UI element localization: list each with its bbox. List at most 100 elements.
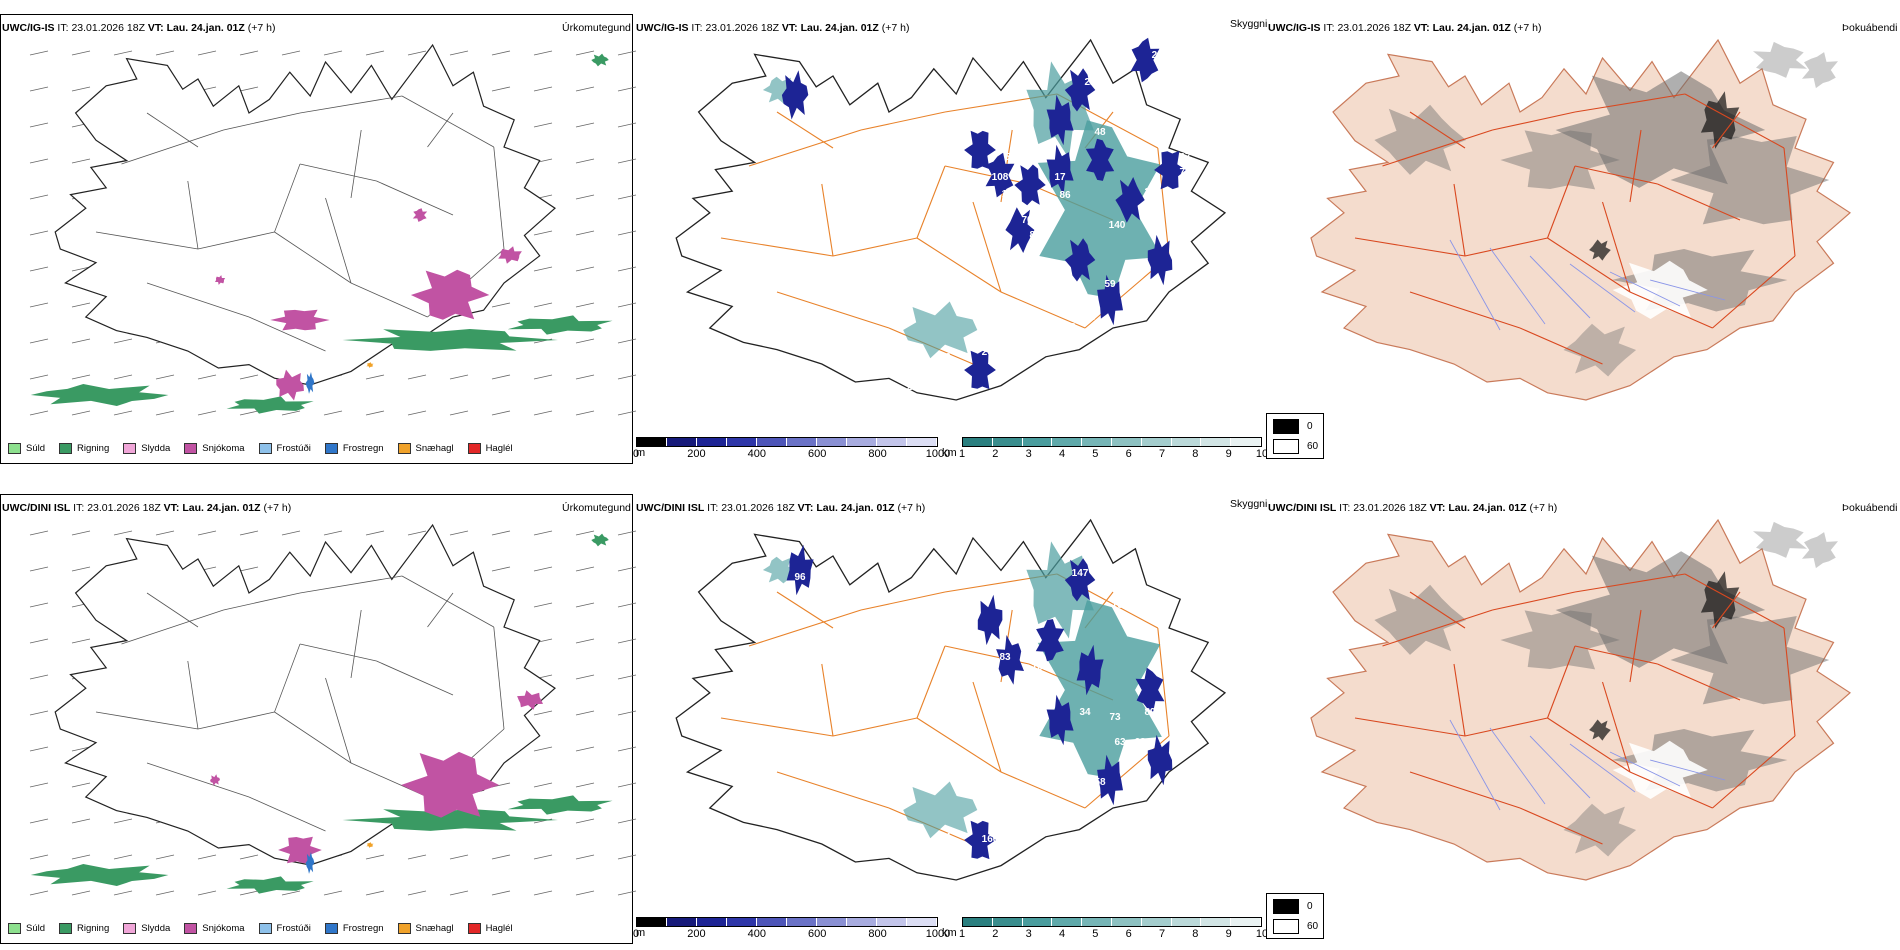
wind-barb xyxy=(323,530,343,536)
cloud-title: Þokuábendi xyxy=(1842,502,1898,514)
road xyxy=(146,282,250,318)
road xyxy=(1519,807,1603,845)
wind-barb xyxy=(533,710,553,716)
wind-barb xyxy=(239,50,259,56)
road xyxy=(1684,573,1785,629)
freezing-rain-area xyxy=(305,852,315,874)
rain-area xyxy=(507,315,613,335)
road xyxy=(350,129,362,199)
visibility-value-label: 48 xyxy=(1094,127,1106,138)
colorbar-tick-label: 5 xyxy=(1092,448,1099,460)
legend-item-freezing-rain: Frostregn xyxy=(324,443,384,454)
road xyxy=(274,231,352,284)
road xyxy=(1382,129,1493,167)
visibility-unit: km xyxy=(942,927,957,939)
river xyxy=(1529,255,1591,319)
wind-barb xyxy=(239,890,259,896)
elevation-cell xyxy=(1130,37,1160,83)
road xyxy=(1409,771,1521,809)
wind-barb xyxy=(197,530,217,536)
road xyxy=(223,112,301,131)
road xyxy=(1601,201,1631,293)
colorbar-cell xyxy=(667,918,697,926)
wind-barb xyxy=(239,374,259,380)
visibility-value-label: 83 xyxy=(999,652,1011,663)
dense-fog-area xyxy=(1700,91,1740,149)
elevation-unit: m xyxy=(636,927,646,939)
wind-barb xyxy=(71,746,91,752)
road xyxy=(350,282,428,318)
wind-barb xyxy=(533,302,553,308)
visibility-value-label: 117 xyxy=(1122,115,1139,126)
road xyxy=(1712,111,1741,149)
colorbar-tick-label: 10 xyxy=(1255,928,1269,940)
visibility-value-label: 89 xyxy=(1144,707,1156,718)
fog-area xyxy=(1753,521,1807,558)
legend-item-hail: Haglél xyxy=(467,443,513,454)
road xyxy=(1574,645,1658,665)
elevation-cell xyxy=(964,130,996,170)
road xyxy=(1629,129,1642,203)
elevation-cell xyxy=(1064,558,1096,602)
road xyxy=(776,771,890,809)
wind-barb xyxy=(575,410,595,416)
precip-type-map xyxy=(29,43,637,416)
wind-barb xyxy=(29,674,49,680)
row-2: UWC/DINI ISL IT: 23.01.2026 18Z VT: Lau.… xyxy=(0,480,1900,950)
road xyxy=(972,681,1002,773)
precip-legend: Súld Rigning Slydda Snjókoma Frostúði Fr… xyxy=(8,923,513,934)
road xyxy=(1657,183,1741,221)
wind-barb xyxy=(491,50,511,56)
road xyxy=(1629,771,1713,809)
road xyxy=(1409,111,1466,149)
visibility-value-label: 77 xyxy=(956,242,968,253)
wind-barb xyxy=(71,266,91,272)
wind-barb xyxy=(449,374,469,380)
panel-header: UWC/DINI ISL IT: 23.01.2026 18Z VT: Lau.… xyxy=(2,502,292,514)
wind-barb xyxy=(29,230,49,236)
visibility-value-label: 84 xyxy=(1024,260,1036,271)
road xyxy=(121,609,224,645)
elevation-cell xyxy=(1115,177,1145,223)
colorbar-cell xyxy=(963,918,993,926)
road xyxy=(187,660,199,730)
wind-barb xyxy=(449,410,469,416)
road xyxy=(1547,237,1631,293)
wind-barb xyxy=(29,194,49,200)
wind-barb xyxy=(323,50,343,56)
wind-barb xyxy=(533,122,553,128)
road xyxy=(776,111,834,149)
colorbar-cell xyxy=(1201,918,1232,926)
colorbar-cell xyxy=(637,918,667,926)
visibility-value-label: 166 xyxy=(982,834,999,845)
wind-barb xyxy=(617,782,637,788)
rain-area xyxy=(226,396,314,414)
wind-barb xyxy=(575,338,595,344)
wind-barb xyxy=(407,374,427,380)
wind-barb xyxy=(197,410,217,416)
wind-barb xyxy=(365,50,385,56)
legend-item-drizzle: Súld xyxy=(8,923,45,934)
elevation-colorbar-labels: 0 200 400 600 800 1000 xyxy=(633,927,950,941)
colorbar-cell xyxy=(637,438,667,446)
colorbar-tick-label: 9 xyxy=(1225,928,1232,940)
road xyxy=(916,165,946,239)
precip-type-panel-frame xyxy=(0,14,633,464)
wind-barb xyxy=(113,374,133,380)
colorbar-tick-label: 1 xyxy=(958,928,966,940)
colorbar-cell xyxy=(963,438,993,446)
wind-barb xyxy=(491,566,511,572)
wind-barb xyxy=(71,158,91,164)
wind-barb xyxy=(617,710,637,716)
wind-barb xyxy=(71,638,91,644)
river xyxy=(1449,239,1501,331)
wind-barb xyxy=(533,266,553,272)
visibility-value-label: 86 xyxy=(1059,190,1071,201)
colorbar-cell xyxy=(1141,438,1172,446)
visibility-zone xyxy=(1037,600,1162,779)
wind-barb xyxy=(281,530,301,536)
wind-barb xyxy=(239,854,259,860)
road xyxy=(187,180,199,250)
wind-barb xyxy=(29,158,49,164)
colorbar-cell xyxy=(1082,438,1112,446)
